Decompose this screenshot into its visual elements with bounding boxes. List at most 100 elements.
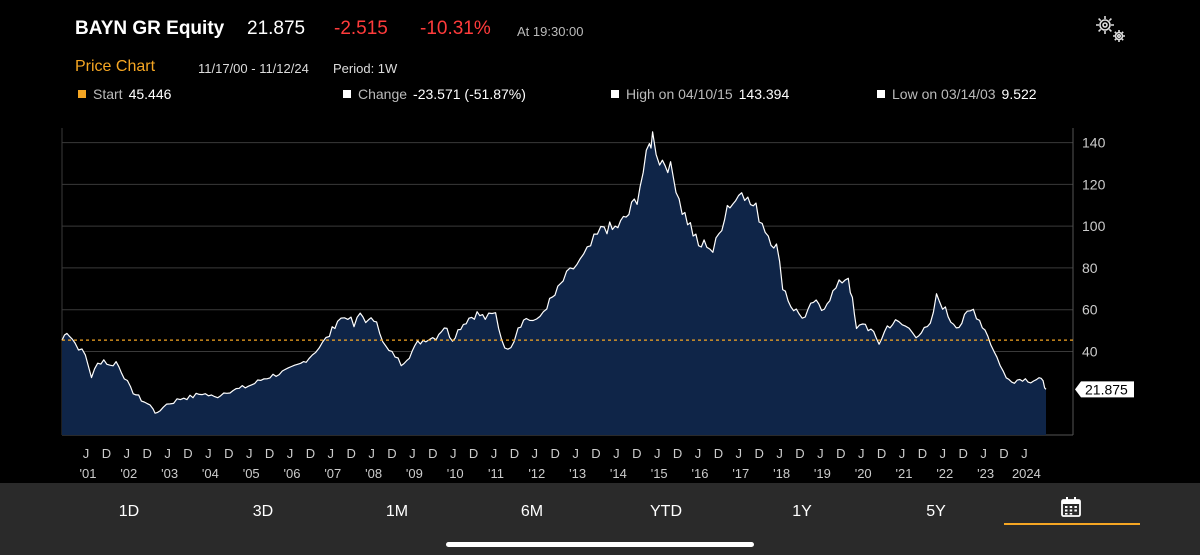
x-month-label: J — [246, 446, 253, 461]
x-month-label: D — [510, 446, 519, 461]
tab-ytd[interactable]: YTD — [650, 503, 682, 520]
price-change-percent: -10.31% — [420, 18, 491, 39]
x-month-label: J — [532, 446, 539, 461]
x-month-label: J — [940, 446, 947, 461]
legend-start-label: Start — [93, 86, 123, 102]
price-change: -2.515 — [334, 18, 388, 39]
start-swatch — [78, 90, 86, 98]
x-month-label: D — [714, 446, 723, 461]
x-month-label: J — [858, 446, 865, 461]
tab-5y[interactable]: 5Y — [926, 503, 946, 520]
x-year-label: '10 — [447, 466, 464, 480]
x-month-label: J — [164, 446, 171, 461]
x-year-label: '20 — [855, 466, 872, 480]
last-price-label: 21.875 — [1085, 381, 1128, 397]
y-tick-label-140: 140 — [1082, 135, 1106, 151]
x-month-label: D — [551, 446, 560, 461]
x-month-label: D — [347, 446, 356, 461]
x-year-label: '08 — [365, 466, 382, 480]
x-month-label: D — [428, 446, 437, 461]
home-indicator — [446, 542, 754, 547]
x-month-label: D — [632, 446, 641, 461]
quote-time: At 19:30:00 — [517, 24, 584, 39]
last-price: 21.875 — [247, 18, 306, 39]
x-month-label: D — [143, 446, 152, 461]
x-year-label: '17 — [732, 466, 749, 480]
x-month-label: D — [265, 446, 274, 461]
legend-change-value: -23.571 (-51.87%) — [413, 86, 526, 102]
x-month-label: J — [1021, 446, 1028, 461]
tab-1d[interactable]: 1D — [118, 503, 140, 520]
x-year-label: '18 — [773, 466, 790, 480]
tab-1y[interactable]: 1Y — [792, 503, 812, 520]
x-month-label: D — [673, 446, 682, 461]
tab-6m[interactable]: 6M — [520, 503, 544, 520]
y-tick-label-60: 60 — [1082, 302, 1098, 318]
security-title: BAYN GR Equity — [75, 18, 225, 39]
calendar-icon[interactable] — [1059, 495, 1083, 519]
x-month-label: D — [591, 446, 600, 461]
last-price-tag — [1075, 381, 1134, 398]
legend-low-label: Low on 03/14/03 — [892, 86, 996, 102]
x-month-label: D — [959, 446, 968, 461]
low-swatch — [877, 90, 885, 98]
x-month-label: J — [409, 446, 416, 461]
x-month-label: J — [368, 446, 375, 461]
x-year-label: '03 — [161, 466, 178, 480]
x-month-label: D — [755, 446, 764, 461]
x-year-label: '12 — [528, 466, 545, 480]
date-range: 11/17/00 - 11/12/24 — [198, 61, 309, 76]
x-month-label: J — [450, 446, 457, 461]
change-swatch — [343, 90, 351, 98]
settings-gear-icon[interactable] — [1092, 13, 1128, 45]
y-tick-label-100: 100 — [1082, 218, 1106, 234]
legend-low: Low on 03/14/03 9.522 — [877, 86, 1037, 102]
x-month-label: D — [918, 446, 927, 461]
legend-high-value: 143.394 — [738, 86, 790, 102]
x-month-label: J — [695, 446, 702, 461]
x-year-label: '04 — [202, 466, 219, 480]
x-month-label: D — [306, 446, 315, 461]
x-month-label: J — [124, 446, 131, 461]
x-month-label: J — [83, 446, 90, 461]
x-month-label: D — [224, 446, 233, 461]
y-tick-label-40: 40 — [1082, 343, 1098, 359]
x-year-label: '23 — [977, 466, 994, 480]
y-tick-label-80: 80 — [1082, 260, 1098, 276]
x-month-label: D — [102, 446, 111, 461]
x-year-label: '02 — [120, 466, 137, 480]
x-month-label: J — [776, 446, 783, 461]
x-month-label: D — [877, 446, 886, 461]
x-year-label: '16 — [692, 466, 709, 480]
x-month-label: J — [572, 446, 579, 461]
x-year-label: 2024 — [1012, 466, 1041, 480]
x-year-label: '07 — [324, 466, 341, 480]
price-area — [62, 131, 1046, 436]
legend-start-value: 45.446 — [128, 86, 172, 102]
x-month-label: D — [469, 446, 478, 461]
x-month-label: J — [899, 446, 906, 461]
x-year-label: '14 — [610, 466, 627, 480]
x-month-label: J — [817, 446, 824, 461]
x-month-label: D — [795, 446, 804, 461]
x-month-label: J — [491, 446, 498, 461]
tab-3d[interactable]: 3D — [252, 503, 274, 520]
x-month-label: J — [736, 446, 743, 461]
legend-change-label: Change — [358, 86, 408, 102]
x-year-label: '06 — [284, 466, 301, 480]
x-year-label: '09 — [406, 466, 423, 480]
x-month-label: J — [654, 446, 661, 461]
x-month-label: J — [328, 446, 335, 461]
tab-1m[interactable]: 1M — [385, 503, 409, 520]
x-year-label: '19 — [814, 466, 831, 480]
legend-change: Change -23.571 (-51.87%) — [343, 86, 526, 102]
legend-low-value: 9.522 — [1001, 86, 1037, 102]
x-month-label: J — [287, 446, 294, 461]
calendar-selected-indicator — [1004, 523, 1140, 525]
legend-high-label: High on 04/10/15 — [626, 86, 733, 102]
x-month-label: D — [387, 446, 396, 461]
x-month-label: J — [205, 446, 212, 461]
x-year-label: '15 — [651, 466, 668, 480]
legend-high: High on 04/10/15 143.394 — [611, 86, 789, 102]
